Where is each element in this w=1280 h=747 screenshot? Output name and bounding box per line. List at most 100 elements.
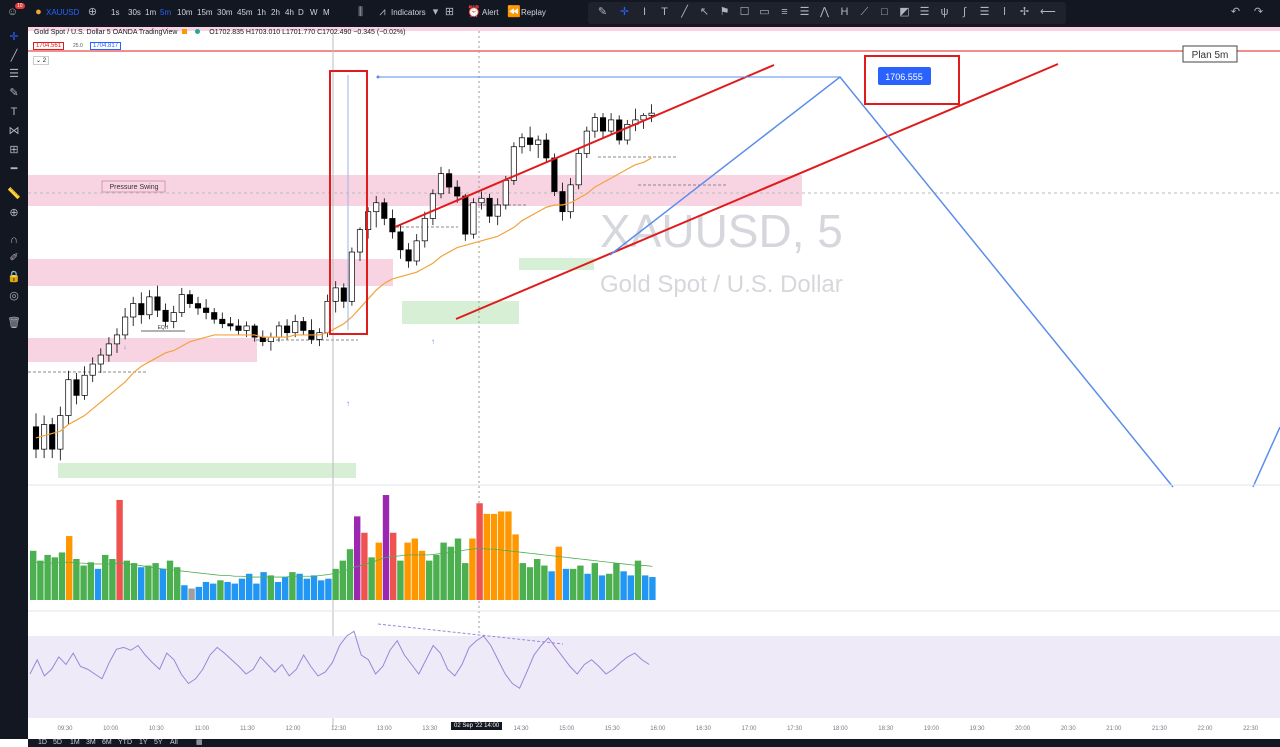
range-6m[interactable]: 6M [102,739,112,746]
undo-icon[interactable]: ↶ [1230,6,1241,18]
interval-1s[interactable]: 1s [111,8,120,17]
volume-bar [382,495,390,600]
prediction-icon[interactable]: ⊞ [9,144,19,156]
candle-body [575,153,582,186]
interval-M[interactable]: M [323,8,330,17]
minus-icon[interactable]: ━ [10,163,18,175]
range-ytd[interactable]: YTD [118,739,132,746]
fib-retracement-icon[interactable]: ☰ [9,68,19,80]
candle-body [567,184,574,213]
interval-5m[interactable]: 5m [160,8,172,17]
range-5d[interactable]: 5D [53,739,62,746]
chevron-down-icon[interactable]: ▾ [432,6,439,18]
vertical-line-icon[interactable]: ǀ [1003,6,1006,18]
interval-10m[interactable]: 10m [177,8,193,17]
symbol-search[interactable]: XAUUSD [46,8,80,17]
crosshair-tool-icon[interactable]: ✛ [619,6,630,18]
arrow-tool-icon[interactable]: ↖ [699,6,710,18]
sell-price-box[interactable]: 1704.561 [33,42,65,50]
chart-type-icon[interactable]: ⫼ [357,6,364,18]
trend-line-icon[interactable]: ╱ [681,6,688,18]
text-icon[interactable]: T [10,106,18,118]
interval-1m[interactable]: 1m [145,8,157,17]
candle-body [648,112,655,116]
note-icon[interactable]: ▭ [759,6,770,18]
pattern-icon[interactable]: ⋈ [8,125,20,137]
volume-bar [462,563,469,600]
pattern-icon[interactable]: ⋀ [819,6,830,18]
candle-body [348,251,355,302]
interval-4h[interactable]: 4h [285,8,294,17]
horizontal-lines-icon[interactable]: ☰ [979,6,990,18]
fib-fan-icon[interactable]: ☰ [919,6,930,18]
flag-icon[interactable]: ⚑ [719,6,730,18]
indicators-icon[interactable]: ⩘ [379,6,386,18]
range-1y[interactable]: 1Y [139,739,148,746]
replay-button[interactable]: Replay [521,8,546,17]
interval-30s[interactable]: 30s [128,8,141,17]
calendar-icon[interactable]: ▦ [196,739,203,746]
swing-high-marker: ↓ [123,344,127,351]
alert-icon[interactable]: ⏰ [467,6,481,18]
drawing-toolbar: ✎ ✛ I T ╱ ↖ ⚑ ☐ ▭ ≡ ☰ ⋀ H ⟋ □ ◩ ☰ ψ ∫ ☰ … [588,2,1066,24]
brush-icon[interactable]: ✎ [9,87,19,99]
text-tool-icon[interactable]: T [661,6,668,18]
indicators-button[interactable]: Indicators [391,8,426,17]
redo-icon[interactable]: ↷ [1253,6,1264,18]
ray-icon[interactable]: ⟋ [860,6,869,18]
measure-icon[interactable]: H [840,6,849,18]
volume-bar [548,571,555,600]
pen-lock-icon[interactable]: ✐ [9,252,19,264]
fib-icon[interactable]: ☰ [799,6,810,18]
volume-bar [260,572,267,600]
parallel-channel-icon[interactable]: ≡ [781,6,788,18]
long-position-icon[interactable]: ◩ [899,6,910,18]
rectangle-icon[interactable]: □ [881,6,888,18]
chart-canvas[interactable]: XAUUSD, 5 Gold Spot / U.S. Dollar 1706.5… [28,27,1280,739]
volume-bar [584,573,591,600]
lock-icon[interactable]: 🔒 [7,271,21,283]
pitchfork-icon[interactable]: ψ [940,6,949,18]
user-avatar-icon[interactable]: ☺ [6,6,19,18]
watermark-symbol: XAUUSD, 5 [600,205,843,257]
range-1m[interactable]: 1M [70,739,80,746]
callout-icon[interactable]: ☐ [739,6,750,18]
volume-bar [469,538,476,600]
interval-1h[interactable]: 1h [257,8,266,17]
ruler-icon[interactable]: 📏 [7,188,21,200]
range-all[interactable]: All [170,739,178,746]
zoom-icon[interactable]: ⊕ [9,207,19,219]
curve-icon[interactable]: ∫ [962,6,966,18]
trash-icon[interactable]: 🗑 [7,317,21,329]
cursor-line-icon[interactable]: I [642,6,647,18]
replay-icon[interactable]: ⏪ [507,6,521,18]
indicator-collapse-toggle[interactable]: ⌄ 2 [33,56,50,65]
candle-body [494,204,501,217]
candle-body [105,343,112,356]
buy-price-box[interactable]: 1704.817 [90,42,122,50]
interval-15m[interactable]: 15m [197,8,213,17]
interval-2h[interactable]: 2h [271,8,280,17]
interval-D[interactable]: D [298,8,304,17]
magnet-icon[interactable]: ∩ [10,234,18,246]
interval-W[interactable]: W [310,8,318,17]
add-symbol-icon[interactable]: ⊕ [87,6,98,18]
notification-badge: 10 [15,3,25,9]
alert-button[interactable]: Alert [482,8,499,17]
trend-line-icon[interactable]: ╱ [10,50,18,62]
brush-tool-icon[interactable]: ✎ [597,6,608,18]
collapse-arrow-icon[interactable]: ⟵ [1040,6,1056,18]
candle-body [365,211,372,230]
cross-line-icon[interactable]: ✢ [1019,6,1030,18]
interval-45m[interactable]: 45m [237,8,253,17]
interval-30m[interactable]: 30m [217,8,233,17]
x-tick-label: 11:00 [195,726,210,732]
demand-zone-bottom [58,463,356,478]
visibility-icon[interactable]: ◎ [9,290,19,302]
range-1d[interactable]: 1D [38,739,47,746]
crosshair-time-label: 02 Sep '22 14:00 [451,722,503,730]
layout-icon[interactable]: ⊞ [444,6,455,18]
range-5y[interactable]: 5Y [154,739,163,746]
crosshair-icon[interactable]: ✛ [9,31,19,43]
range-3m[interactable]: 3M [86,739,96,746]
